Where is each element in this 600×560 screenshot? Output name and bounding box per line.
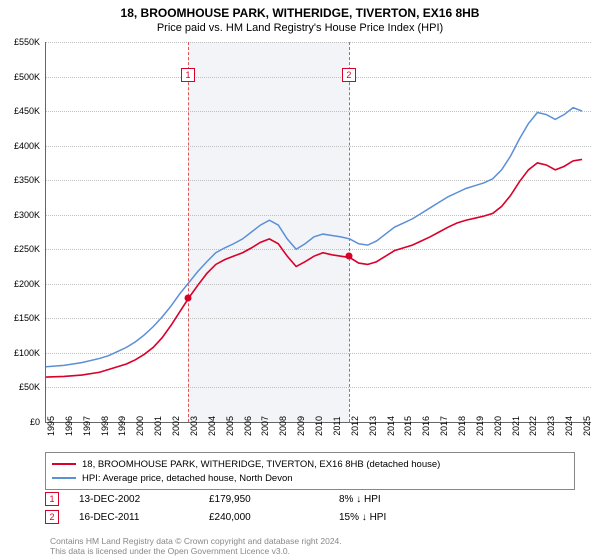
event-marker-box: 2 bbox=[342, 68, 356, 82]
y-axis-label: £0 bbox=[30, 417, 40, 427]
legend-row: HPI: Average price, detached house, Nort… bbox=[52, 471, 568, 485]
footnote-line: Contains HM Land Registry data © Crown c… bbox=[50, 536, 342, 546]
legend-swatch bbox=[52, 463, 76, 465]
y-axis-label: £450K bbox=[14, 106, 40, 116]
y-axis-label: £50K bbox=[19, 382, 40, 392]
footnote: Contains HM Land Registry data © Crown c… bbox=[50, 536, 342, 556]
event-dot bbox=[185, 294, 192, 301]
series-line-property bbox=[46, 159, 582, 377]
y-axis-label: £100K bbox=[14, 348, 40, 358]
event-delta: 15% ↓ HPI bbox=[339, 512, 386, 523]
y-axis-label: £250K bbox=[14, 244, 40, 254]
y-axis-label: £150K bbox=[14, 313, 40, 323]
y-axis-label: £200K bbox=[14, 279, 40, 289]
chart-subtitle: Price paid vs. HM Land Registry's House … bbox=[0, 20, 600, 38]
footnote-line: This data is licensed under the Open Gov… bbox=[50, 546, 342, 556]
y-axis-label: £500K bbox=[14, 72, 40, 82]
event-row: 1 13-DEC-2002£179,9508% ↓ HPI bbox=[45, 490, 575, 508]
event-marker-box: 1 bbox=[45, 492, 59, 506]
legend-row: 18, BROOMHOUSE PARK, WITHERIDGE, TIVERTO… bbox=[52, 457, 568, 471]
event-price: £240,000 bbox=[209, 512, 339, 523]
legend-swatch bbox=[52, 477, 76, 479]
chart-area: £0£50K£100K£150K£200K£250K£300K£350K£400… bbox=[45, 42, 590, 422]
legend-label: 18, BROOMHOUSE PARK, WITHERIDGE, TIVERTO… bbox=[82, 459, 440, 470]
y-axis-label: £300K bbox=[14, 210, 40, 220]
event-marker-box: 2 bbox=[45, 510, 59, 524]
event-table: 1 13-DEC-2002£179,9508% ↓ HPI 2 16-DEC-2011… bbox=[45, 490, 575, 526]
series-svg bbox=[46, 42, 591, 422]
legend-label: HPI: Average price, detached house, Nort… bbox=[82, 473, 293, 484]
event-marker-box: 1 bbox=[181, 68, 195, 82]
event-price: £179,950 bbox=[209, 494, 339, 505]
event-dot bbox=[345, 253, 352, 260]
y-axis-label: £550K bbox=[14, 37, 40, 47]
y-axis-label: £350K bbox=[14, 175, 40, 185]
event-date: 16-DEC-2011 bbox=[79, 512, 209, 523]
event-delta: 8% ↓ HPI bbox=[339, 494, 381, 505]
event-date: 13-DEC-2002 bbox=[79, 494, 209, 505]
chart-title: 18, BROOMHOUSE PARK, WITHERIDGE, TIVERTO… bbox=[0, 0, 600, 20]
plot-region: £0£50K£100K£150K£200K£250K£300K£350K£400… bbox=[45, 42, 591, 423]
legend: 18, BROOMHOUSE PARK, WITHERIDGE, TIVERTO… bbox=[45, 452, 575, 490]
event-row: 2 16-DEC-2011£240,00015% ↓ HPI bbox=[45, 508, 575, 526]
series-line-hpi bbox=[46, 108, 582, 367]
y-axis-label: £400K bbox=[14, 141, 40, 151]
